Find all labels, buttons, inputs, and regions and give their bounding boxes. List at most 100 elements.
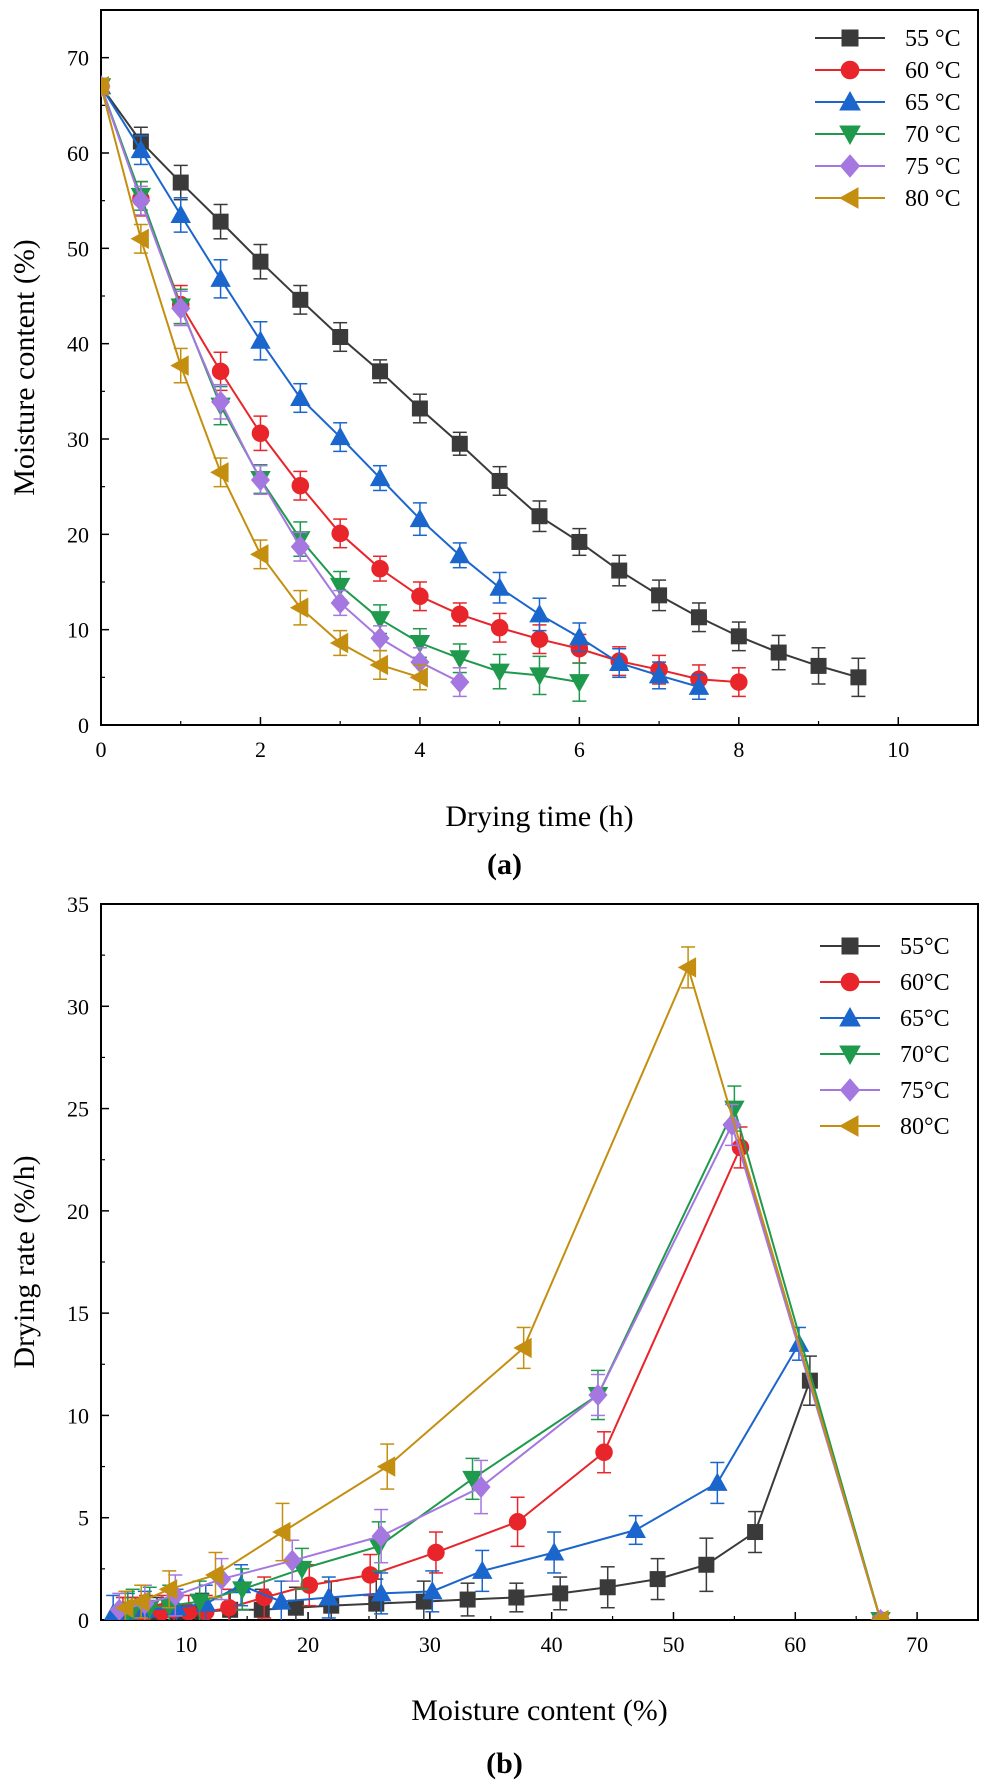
data-point (329, 577, 351, 597)
data-point (329, 632, 349, 654)
data-point (290, 387, 311, 407)
legend-label: 60°C (900, 970, 950, 996)
plot-frame (100, 9, 979, 726)
y-tick-label: 10 (67, 1403, 89, 1428)
data-point (290, 535, 310, 558)
data-point (300, 1576, 319, 1594)
data-point (171, 297, 191, 320)
legend-label: 65°C (900, 1006, 950, 1032)
data-point (531, 508, 548, 525)
data-point (250, 330, 271, 349)
data-point (130, 1591, 150, 1612)
data-point (427, 1543, 445, 1562)
x-tick-label: 60 (784, 1632, 806, 1657)
data-point (370, 627, 390, 650)
data-point (411, 400, 428, 417)
data-point (409, 667, 428, 688)
data-point (690, 609, 707, 626)
data-point (232, 1581, 253, 1600)
x-axis-title: Drying time (h) (445, 800, 633, 833)
panel-label: (a) (487, 848, 522, 881)
data-point (210, 268, 231, 287)
data-point (372, 363, 389, 380)
data-point (170, 355, 189, 376)
legend-marker (840, 972, 860, 992)
y-tick-label: 30 (67, 427, 89, 452)
data-point (271, 1591, 292, 1610)
data-point (212, 213, 229, 230)
data-point (376, 1456, 396, 1477)
x-tick-label: 40 (541, 1632, 563, 1657)
series-line (124, 964, 882, 1620)
legend-marker (841, 937, 859, 955)
data-point (688, 676, 710, 695)
series-6 (114, 946, 889, 1620)
data-point (361, 1566, 379, 1584)
data-point (250, 544, 269, 565)
series-line (119, 1122, 882, 1620)
data-point (529, 667, 550, 686)
data-point (648, 665, 670, 684)
data-point (170, 204, 191, 223)
data-point (272, 1521, 291, 1543)
y-tick-label: 35 (67, 892, 89, 917)
data-point (677, 957, 697, 978)
series-line (113, 1341, 882, 1620)
legend-label: 75 °C (905, 154, 961, 180)
legend: 55°C 60°C 65°C 70°C 75°C 80°C (820, 934, 950, 1140)
data-point (451, 435, 468, 452)
series-line (101, 85, 700, 688)
x-tick-label: 0 (96, 737, 107, 762)
data-point (130, 228, 149, 250)
y-tick-label: 70 (67, 46, 89, 71)
legend-marker (839, 1078, 861, 1102)
data-point (870, 1609, 889, 1620)
series-3 (101, 75, 710, 701)
data-point (508, 1589, 525, 1606)
data-point (569, 674, 590, 693)
data-point (850, 669, 867, 686)
legend-label: 65 °C (905, 90, 961, 116)
data-point (513, 1337, 532, 1359)
legend: 55 °C 60 °C 65 °C 70 °C 75 °C 80 °C (815, 26, 961, 212)
data-point (369, 611, 391, 630)
data-point (450, 671, 470, 694)
y-tick-label: 25 (67, 1097, 89, 1122)
y-tick-label: 5 (78, 1506, 89, 1531)
data-point (101, 76, 109, 97)
data-point (449, 650, 470, 669)
x-tick-label: 20 (297, 1632, 319, 1657)
chart-panel-a: 0 2 4 6 8 10 0 10 20 30 40 50 60 70 Drying time (h) Moi… (8, 9, 979, 881)
series-4 (117, 1085, 891, 1620)
data-point (730, 628, 747, 645)
panel-label: (b) (486, 1747, 523, 1780)
data-point (189, 1593, 210, 1612)
legend-marker (839, 1045, 861, 1066)
legend-label: 60 °C (905, 58, 961, 84)
data-point (371, 1525, 391, 1548)
data-point (369, 467, 391, 487)
data-point (369, 654, 389, 676)
x-tick-label: 30 (419, 1632, 441, 1657)
x-tick-label: 2 (255, 737, 266, 762)
data-point (409, 508, 431, 528)
data-point (251, 424, 270, 443)
data-point (451, 605, 469, 624)
y-axis-title: Moisture content (%) (8, 239, 41, 496)
data-point (543, 1542, 565, 1561)
data-point (491, 472, 508, 489)
legend-label: 70°C (900, 1042, 950, 1068)
data-point (599, 1579, 616, 1596)
x-tick-label: 6 (574, 737, 585, 762)
y-tick-label: 40 (67, 332, 89, 357)
x-tick-label: 50 (662, 1632, 684, 1657)
series-line (101, 86, 421, 679)
legend-marker (838, 187, 859, 209)
data-point (611, 562, 628, 579)
data-point (625, 1519, 646, 1538)
data-point (330, 591, 350, 615)
data-point (472, 1560, 493, 1579)
legend-label: 80°C (900, 1114, 950, 1140)
y-tick-label: 50 (67, 236, 89, 261)
